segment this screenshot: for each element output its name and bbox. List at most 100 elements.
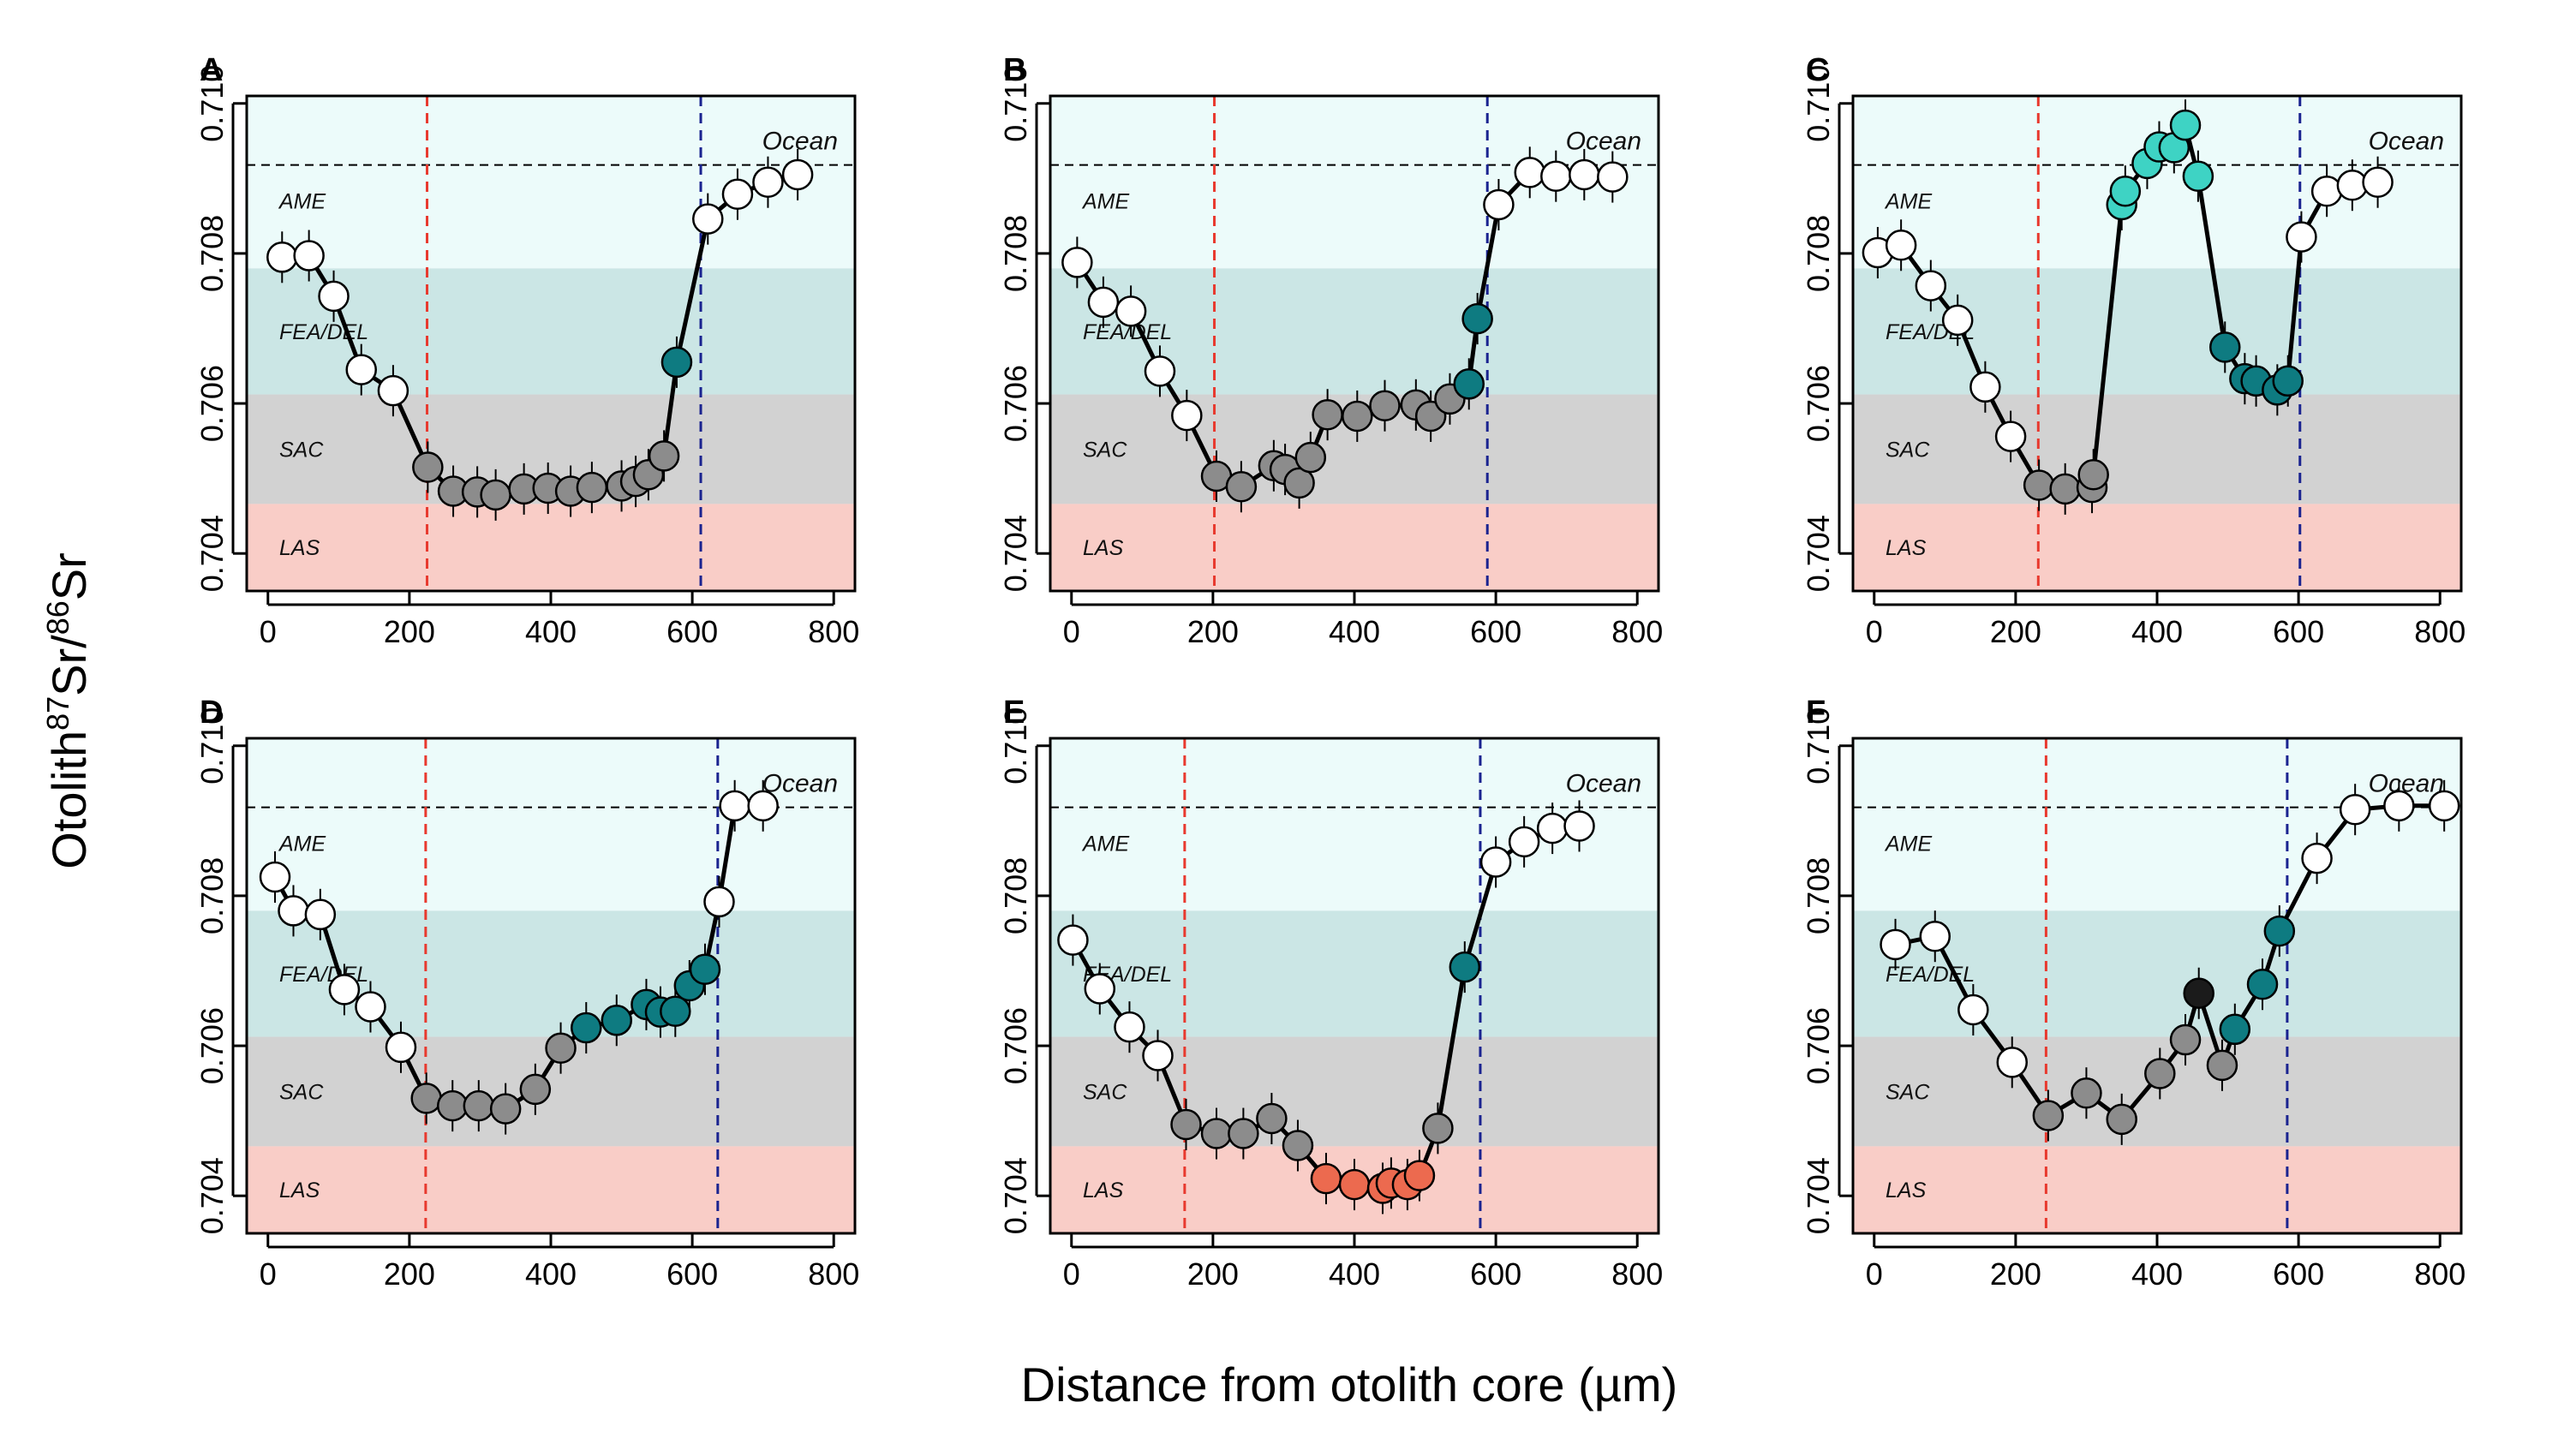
panel-a-x-tick-label: 0 xyxy=(260,614,277,649)
panel-d-y-tick-label: 0.706 xyxy=(194,1007,230,1084)
panel-c-x-tick-label: 800 xyxy=(2414,614,2465,649)
panel-b-data-point xyxy=(1597,161,1629,193)
panel-e-x-tick-label: 0 xyxy=(1063,1256,1080,1292)
panel-f-data-point xyxy=(2169,1023,2202,1056)
panel-d-data-point xyxy=(601,1005,633,1036)
panel-c-x-tick-label: 600 xyxy=(2273,614,2324,649)
panel-e-zone-fea-del xyxy=(1050,910,1659,1037)
panel-c-data-point xyxy=(2272,365,2304,397)
panel-d-x-tick-label: 0 xyxy=(260,1256,277,1292)
panel-f-data-point xyxy=(2071,1077,2102,1109)
panel-b-data-point xyxy=(1312,398,1343,431)
y-axis-title-middle: Sr/ xyxy=(42,635,96,696)
x-axis-title: Distance from otolith core (µm) xyxy=(1021,1358,1678,1411)
panel-d-data-point xyxy=(545,1032,577,1064)
panel-c-x-tick-label: 0 xyxy=(1866,614,1883,649)
panel-e-data-point xyxy=(1057,924,1089,956)
panel-b-letter: B xyxy=(1003,52,1026,88)
panel-c-y-tick-label: 0.704 xyxy=(1801,515,1836,592)
panel-c-letter: C xyxy=(1806,52,1829,88)
panel-a-data-point xyxy=(692,203,724,235)
panel-a-y-tick-label: 0.704 xyxy=(194,515,230,592)
panel-e-data-point xyxy=(1228,1118,1259,1149)
panel-e-zone-label-las: LAS xyxy=(1083,1179,1124,1202)
panel-d-data-point xyxy=(519,1073,552,1106)
panel-d-data-point xyxy=(436,1089,469,1122)
panel-b-data-point xyxy=(1061,247,1093,278)
panel-e-ocean-label: Ocean xyxy=(1566,770,1641,798)
panel-d-data-point xyxy=(689,953,721,985)
panel-e-data-point xyxy=(1256,1102,1288,1135)
panel-c-data-point xyxy=(2362,166,2394,198)
panel-e-data-point xyxy=(1508,826,1540,858)
panel-f-x-tick-label: 0 xyxy=(1866,1256,1883,1292)
panel-f-x-tick-label: 600 xyxy=(2273,1256,2324,1292)
panel-d-letter: D xyxy=(200,695,223,731)
panel-d-data-point xyxy=(385,1031,417,1064)
panel-e-zone-label-sac: SAC xyxy=(1083,1080,1127,1104)
panel-f-data-point xyxy=(2428,790,2460,822)
panel-d-data-point xyxy=(304,898,337,931)
panel-b-y-tick-label: 0.708 xyxy=(998,215,1033,292)
panel-b-zone-las xyxy=(1050,504,1659,591)
panel-e-data-point xyxy=(1282,1130,1314,1161)
panel-f-zone-sac xyxy=(1853,1036,2461,1147)
panel-c-y-tick-label: 0.708 xyxy=(1801,215,1836,292)
panel-a-data-point xyxy=(377,374,409,407)
panel-f-zone-las xyxy=(1853,1146,2461,1233)
panel-c-data-point xyxy=(2209,331,2241,363)
y-axis-title-suffix: Sr xyxy=(42,552,96,600)
panel-a-data-point xyxy=(721,178,754,210)
panel-c-x-tick-label: 200 xyxy=(1990,614,2041,649)
panel-d-y-tick-label: 0.704 xyxy=(194,1157,230,1234)
panel-d-data-point xyxy=(355,991,386,1023)
panel-c-zone-sac xyxy=(1853,394,2461,504)
panel-a-data-point xyxy=(266,242,298,273)
panel-a-x-tick-label: 400 xyxy=(525,614,577,649)
panel-d-data-point xyxy=(328,974,361,1005)
panel-e-data-point xyxy=(1170,1108,1202,1141)
panel-c-zone-label-ame: AME xyxy=(1884,189,1933,213)
panel-c-data-point xyxy=(2049,473,2081,505)
panel-b-data-point xyxy=(1483,188,1515,221)
panel-c-data-point xyxy=(1941,304,1974,337)
panel-e-x-tick-label: 600 xyxy=(1470,1256,1521,1292)
panel-c-data-point xyxy=(2286,221,2317,253)
panel-e-data-point xyxy=(1338,1168,1371,1201)
panel-b-data-point xyxy=(1115,295,1147,327)
panel-e-x-tick-label: 200 xyxy=(1187,1256,1239,1292)
panel-c-data-point xyxy=(1969,371,2001,403)
panel-b-zone-label-las: LAS xyxy=(1083,536,1124,560)
panel-c-zone-las xyxy=(1853,504,2461,591)
panel-e-data-point xyxy=(1449,951,1481,983)
panel-a-data-point xyxy=(752,166,784,198)
panel-e-data-point xyxy=(1142,1040,1174,1071)
panel-f-x-tick-label: 200 xyxy=(1990,1256,2041,1292)
y-axis-title-prefix: Otolith xyxy=(42,731,96,869)
panel-d-x-tick-label: 200 xyxy=(384,1256,435,1292)
panel-a-data-point xyxy=(480,479,511,511)
panel-b-x-tick-label: 400 xyxy=(1329,614,1380,649)
panel-c-data-point xyxy=(2109,175,2142,207)
panel-a-data-point xyxy=(318,280,350,313)
panel-e-data-point xyxy=(1310,1162,1342,1195)
panel-e-data-point xyxy=(1084,973,1116,1005)
y-axis-title-superscript-86: 86 xyxy=(40,600,75,635)
panel-d-zone-label-sac: SAC xyxy=(279,1080,324,1104)
panel-e-data-point xyxy=(1403,1160,1436,1191)
panel-d-data-point xyxy=(703,886,735,918)
panel-b-y-tick-label: 0.710 xyxy=(998,65,1033,142)
panel-a-data-point xyxy=(781,158,814,191)
panel-f-zone-ame xyxy=(1853,738,2461,911)
panel-c-y-tick-label: 0.706 xyxy=(1801,365,1836,442)
panel-e-x-tick-label: 800 xyxy=(1611,1256,1663,1292)
panel-e-data-point xyxy=(1536,812,1569,844)
panel-f-y-tick-label: 0.708 xyxy=(1801,857,1836,934)
panel-b-y-tick-label: 0.704 xyxy=(998,515,1033,592)
panel-f-data-point xyxy=(2106,1103,2137,1136)
panel-b-data-point xyxy=(1087,286,1120,319)
panel-a-y-tick-label: 0.706 xyxy=(194,365,230,442)
panel-b-data-point xyxy=(1225,471,1258,503)
panel-b-data-point xyxy=(1144,355,1176,387)
